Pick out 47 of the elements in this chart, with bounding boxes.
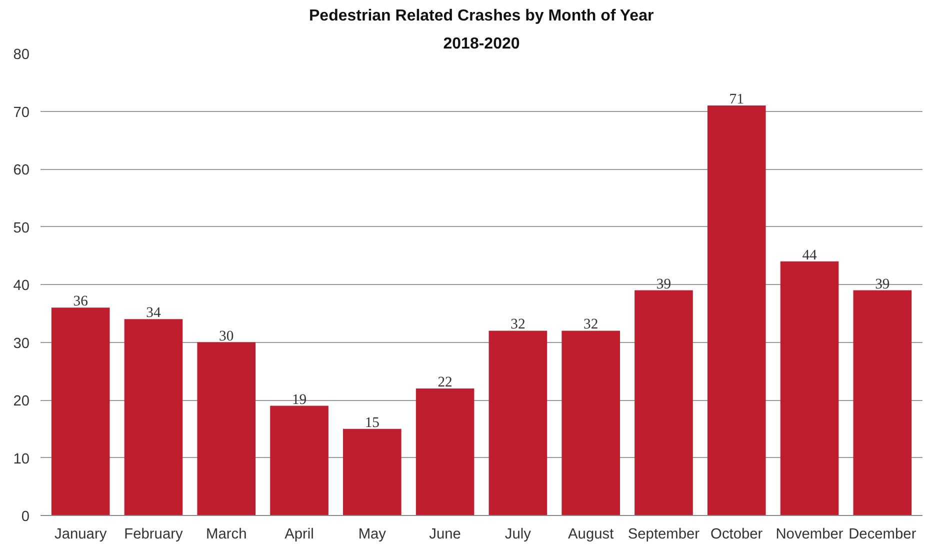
data-label: 71 (729, 91, 744, 108)
y-tick-label: 80 (13, 47, 30, 63)
bar (343, 428, 402, 516)
y-tick-label: 10 (13, 451, 30, 468)
bar (51, 308, 110, 516)
bar (634, 290, 693, 516)
y-tick-label: 20 (13, 394, 30, 410)
x-tick-label: October (710, 526, 763, 542)
data-label: 32 (510, 316, 526, 333)
x-tick-label: June (429, 526, 461, 542)
x-tick-label: January (54, 526, 108, 542)
x-tick-label: July (504, 526, 532, 542)
x-tick-label: February (124, 526, 184, 542)
data-label: 39 (875, 276, 890, 292)
bar (197, 342, 256, 516)
y-tick-label: 30 (13, 336, 30, 352)
data-label: 44 (802, 247, 818, 264)
bar (416, 388, 474, 516)
data-label: 22 (438, 374, 452, 390)
bar (853, 290, 912, 516)
y-tick-label: 70 (13, 104, 30, 121)
y-tick-label: 0 (21, 509, 30, 525)
x-tick-label: April (284, 526, 314, 542)
chart-subtitle: 2018-2020 (443, 36, 520, 52)
bar (562, 330, 620, 516)
data-label: 19 (292, 392, 307, 408)
x-tick-label: March (206, 526, 247, 542)
data-label: 30 (219, 328, 234, 344)
bar (488, 330, 548, 516)
x-tick-label: May (358, 526, 387, 542)
x-tick-label: September (628, 526, 700, 542)
data-label: 15 (364, 414, 380, 431)
bar (780, 261, 839, 516)
y-tick-label: 60 (13, 162, 30, 178)
data-label: 36 (73, 294, 88, 310)
bar (707, 105, 766, 516)
y-tick-label: 40 (13, 278, 30, 294)
bar (270, 406, 328, 516)
y-tick-label: 50 (13, 220, 30, 236)
x-tick-label: November (776, 526, 844, 542)
chart-title: Pedestrian Related Crashes by Month of Year (309, 8, 654, 24)
bar (124, 319, 183, 516)
data-label: 32 (584, 316, 598, 333)
x-tick-label: August (568, 526, 614, 542)
data-label: 39 (656, 276, 672, 292)
data-label: 34 (146, 305, 162, 322)
x-tick-label: December (848, 526, 916, 542)
